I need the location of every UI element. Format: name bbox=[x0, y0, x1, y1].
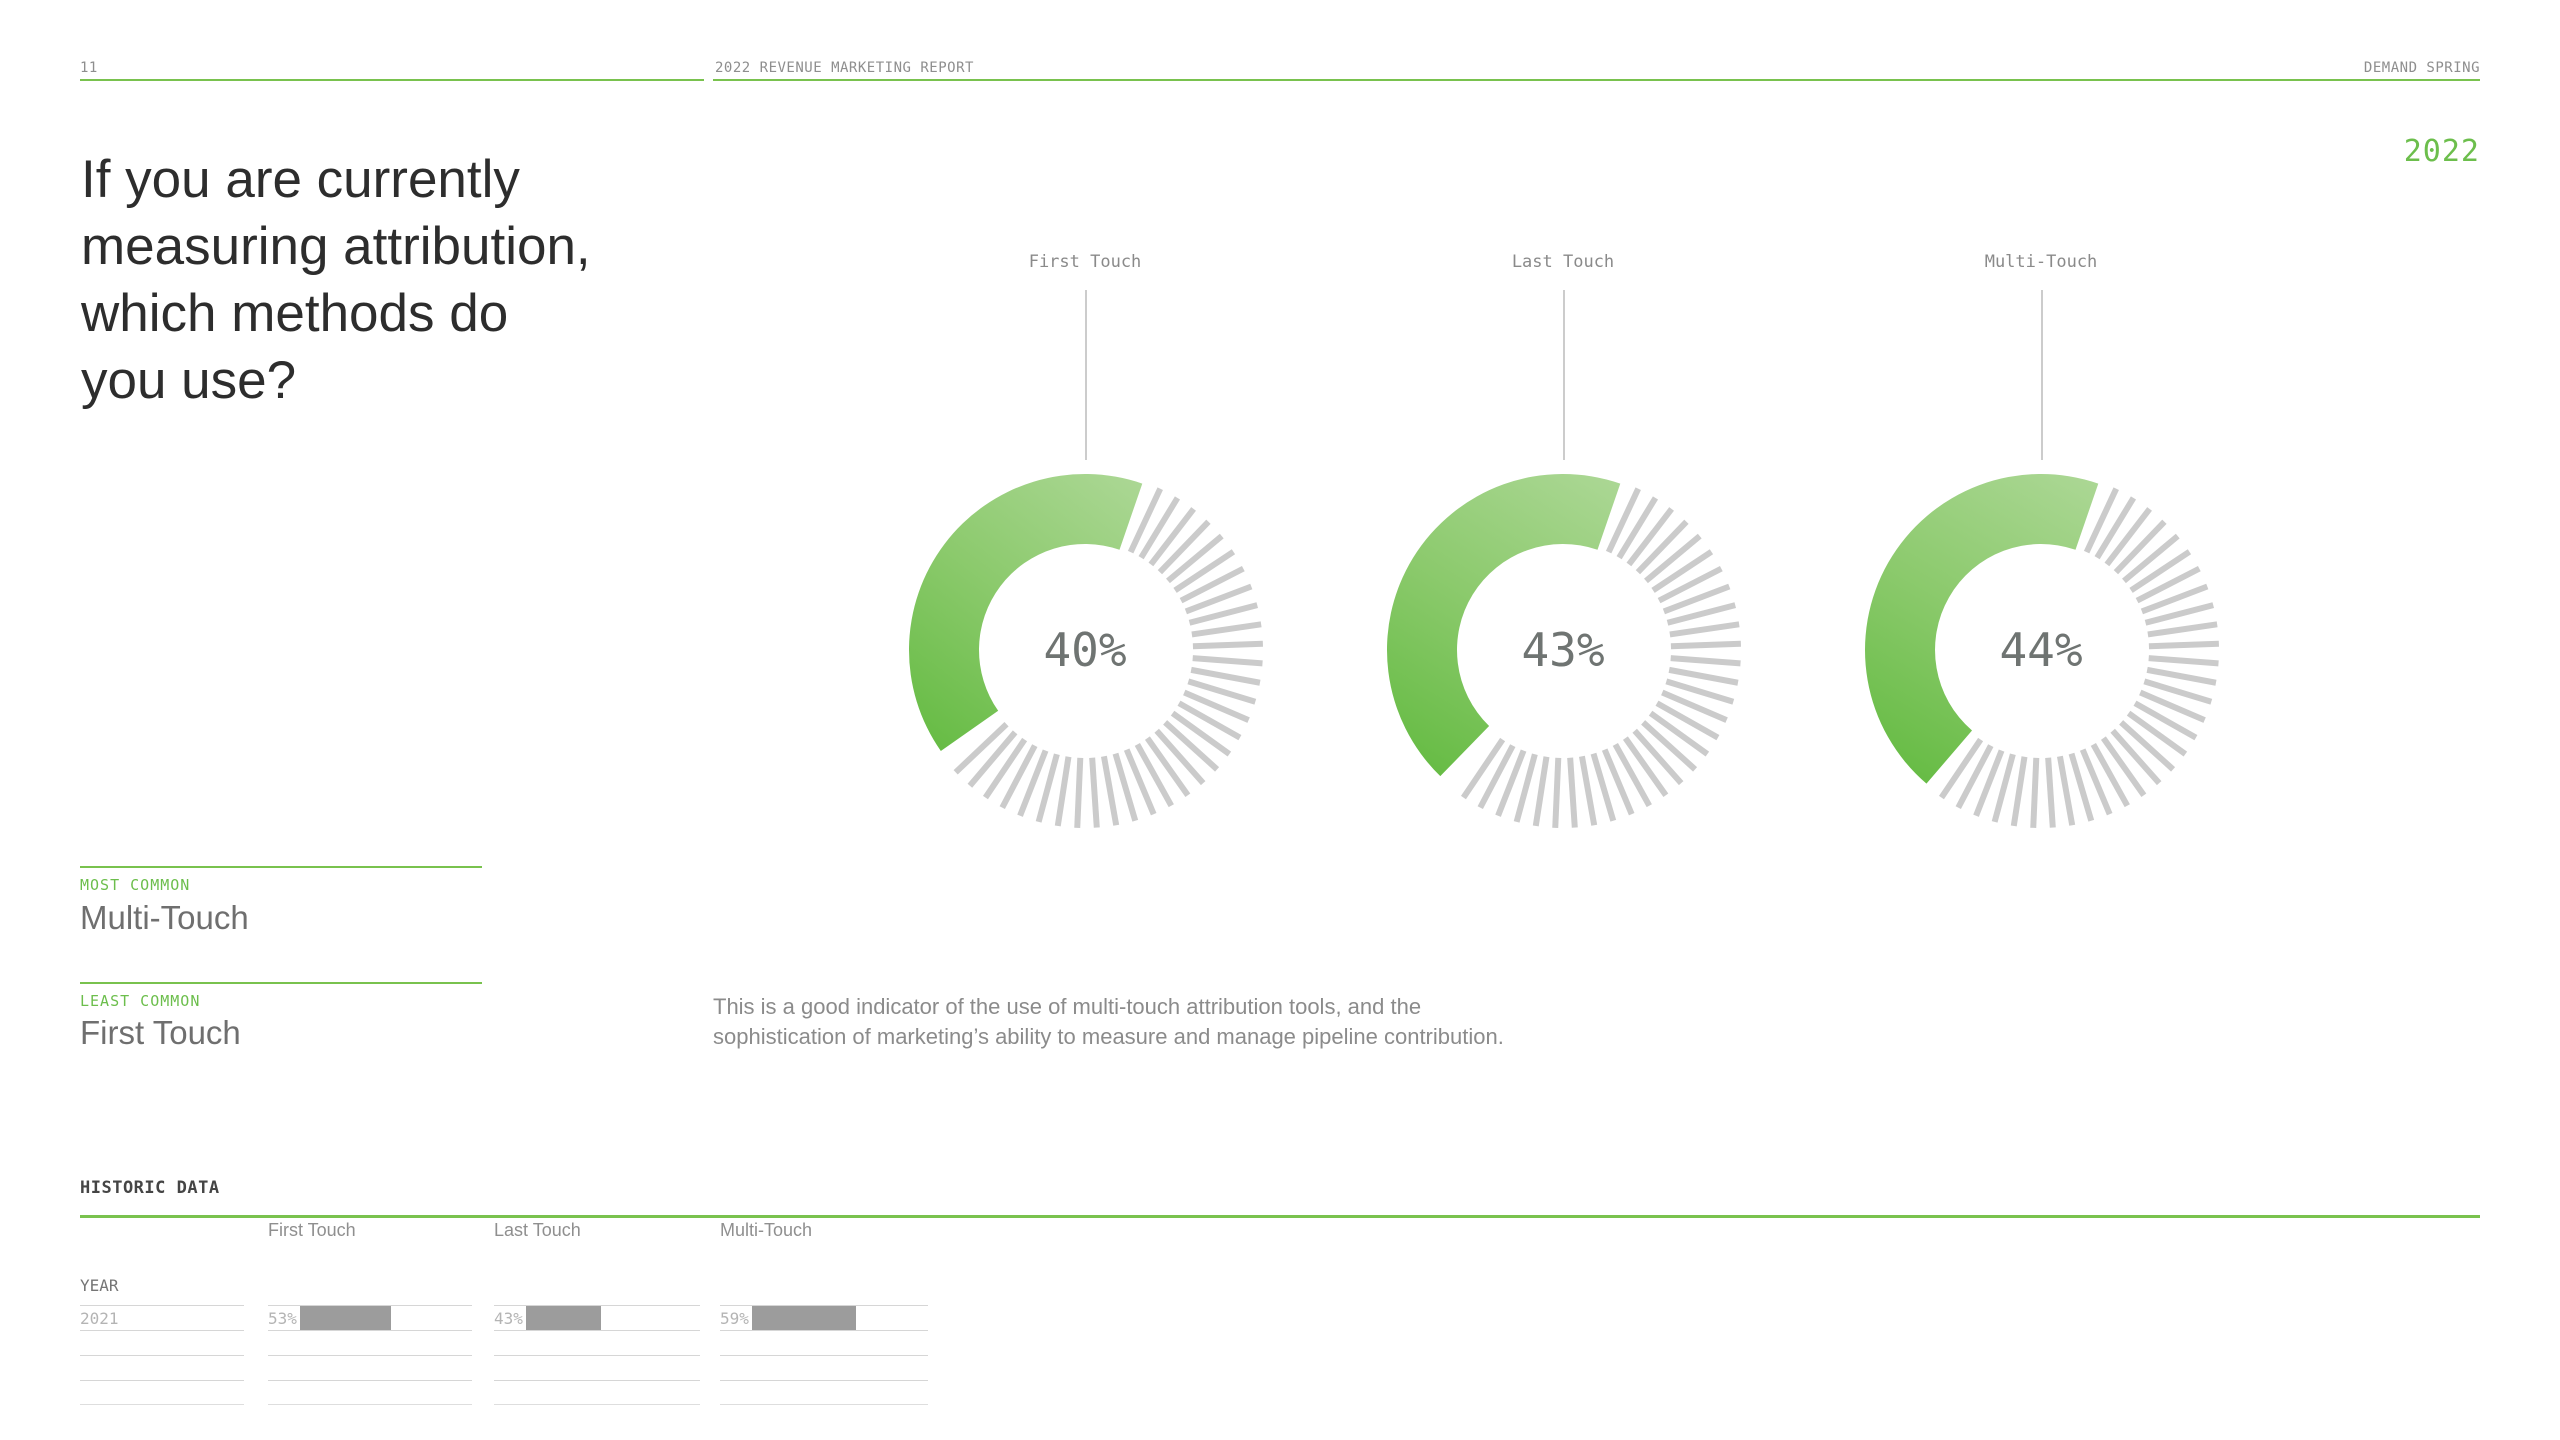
percent-cell: 43% bbox=[494, 1308, 523, 1328]
header-rule-right bbox=[713, 79, 2480, 81]
bar-fill bbox=[752, 1306, 856, 1330]
gauge-arc bbox=[1386, 474, 1621, 777]
least-common-label: LEAST COMMON bbox=[80, 992, 201, 1010]
gauge-connector-line bbox=[1563, 290, 1565, 460]
page-title: If you are currently measuring attributi… bbox=[81, 146, 591, 414]
most-common-label: MOST COMMON bbox=[80, 876, 191, 894]
gauge-arc bbox=[909, 474, 1143, 751]
gauge-last-touch: Last Touch 43% bbox=[1383, 240, 1743, 840]
table-row-empty bbox=[80, 1355, 244, 1380]
column-header-first-touch: First Touch bbox=[268, 1220, 356, 1240]
percent-cell: 59% bbox=[720, 1308, 749, 1328]
note-paragraph: This is a good indicator of the use of m… bbox=[713, 992, 1504, 1052]
table-column-year: 2021 bbox=[80, 1305, 244, 1405]
table-row: 2021 bbox=[80, 1305, 244, 1330]
donut-chart: 43% bbox=[1386, 474, 1741, 828]
table-row-empty bbox=[720, 1380, 928, 1405]
title-line: which methods do bbox=[81, 284, 509, 343]
gauge-label: Last Touch bbox=[1511, 252, 1615, 272]
page-number: 11 bbox=[80, 60, 98, 76]
bar-fill bbox=[526, 1306, 601, 1330]
donut-chart: 40% bbox=[909, 474, 1263, 828]
title-line: measuring attribution, bbox=[81, 217, 591, 276]
column-header-multi-touch: Multi-Touch bbox=[720, 1220, 813, 1240]
gauge-percent: 43% bbox=[1521, 623, 1604, 677]
note-line: sophistication of marketing’s ability to… bbox=[713, 1024, 1504, 1049]
table-row-empty bbox=[494, 1330, 700, 1355]
table-row: 53% bbox=[268, 1305, 472, 1330]
gauge-connector-line bbox=[1085, 290, 1087, 460]
table-column-last-touch: 43% bbox=[494, 1305, 700, 1405]
note-line: This is a good indicator of the use of m… bbox=[713, 994, 1422, 1019]
table-row: 59% bbox=[720, 1305, 928, 1330]
historic-data-title: HISTORIC DATA bbox=[80, 1178, 220, 1198]
table-row-empty bbox=[494, 1355, 700, 1380]
bar-track bbox=[752, 1306, 928, 1330]
table-row-empty bbox=[80, 1380, 244, 1405]
report-title: 2022 REVENUE MARKETING REPORT bbox=[715, 60, 974, 76]
year-badge: 2022 bbox=[2403, 134, 2480, 169]
table-row-empty bbox=[268, 1380, 472, 1405]
most-common-value: Multi-Touch bbox=[80, 899, 249, 936]
bar-track bbox=[526, 1306, 700, 1330]
brand-name: DEMAND SPRING bbox=[2363, 60, 2480, 76]
historic-rule bbox=[80, 1215, 2480, 1218]
gauge-first-touch: First Touch 40% bbox=[905, 240, 1265, 840]
table-row-empty bbox=[720, 1355, 928, 1380]
table-column-first-touch: 53% bbox=[268, 1305, 472, 1405]
year-column-label: YEAR bbox=[80, 1276, 119, 1295]
table-row-empty bbox=[268, 1355, 472, 1380]
gauge-multi-touch: Multi-Touch 44% bbox=[1861, 240, 2221, 840]
column-header-last-touch: Last Touch bbox=[494, 1220, 581, 1240]
bar-fill bbox=[300, 1306, 392, 1330]
year-cell: 2021 bbox=[80, 1308, 119, 1328]
percent-cell: 53% bbox=[268, 1308, 297, 1328]
table-row: 43% bbox=[494, 1305, 700, 1330]
title-line: you use? bbox=[81, 351, 297, 410]
table-row-empty bbox=[494, 1380, 700, 1405]
most-common-rule bbox=[80, 866, 482, 868]
least-common-rule bbox=[80, 982, 482, 984]
gauge-label: First Touch bbox=[1028, 252, 1142, 272]
table-row-empty bbox=[720, 1330, 928, 1355]
least-common-value: First Touch bbox=[80, 1014, 241, 1051]
gauge-arc bbox=[1864, 474, 2099, 784]
bar-track bbox=[300, 1306, 472, 1330]
table-row-empty bbox=[80, 1330, 244, 1355]
table-column-multi-touch: 59% bbox=[720, 1305, 928, 1405]
header-rule-left bbox=[80, 79, 704, 81]
gauge-percent: 40% bbox=[1043, 623, 1126, 677]
donut-chart: 44% bbox=[1864, 474, 2219, 828]
gauge-label: Multi-Touch bbox=[1984, 252, 2098, 272]
gauge-percent: 44% bbox=[1999, 623, 2082, 677]
table-row-empty bbox=[268, 1330, 472, 1355]
title-line: If you are currently bbox=[81, 150, 520, 209]
gauge-connector-line bbox=[2041, 290, 2043, 460]
